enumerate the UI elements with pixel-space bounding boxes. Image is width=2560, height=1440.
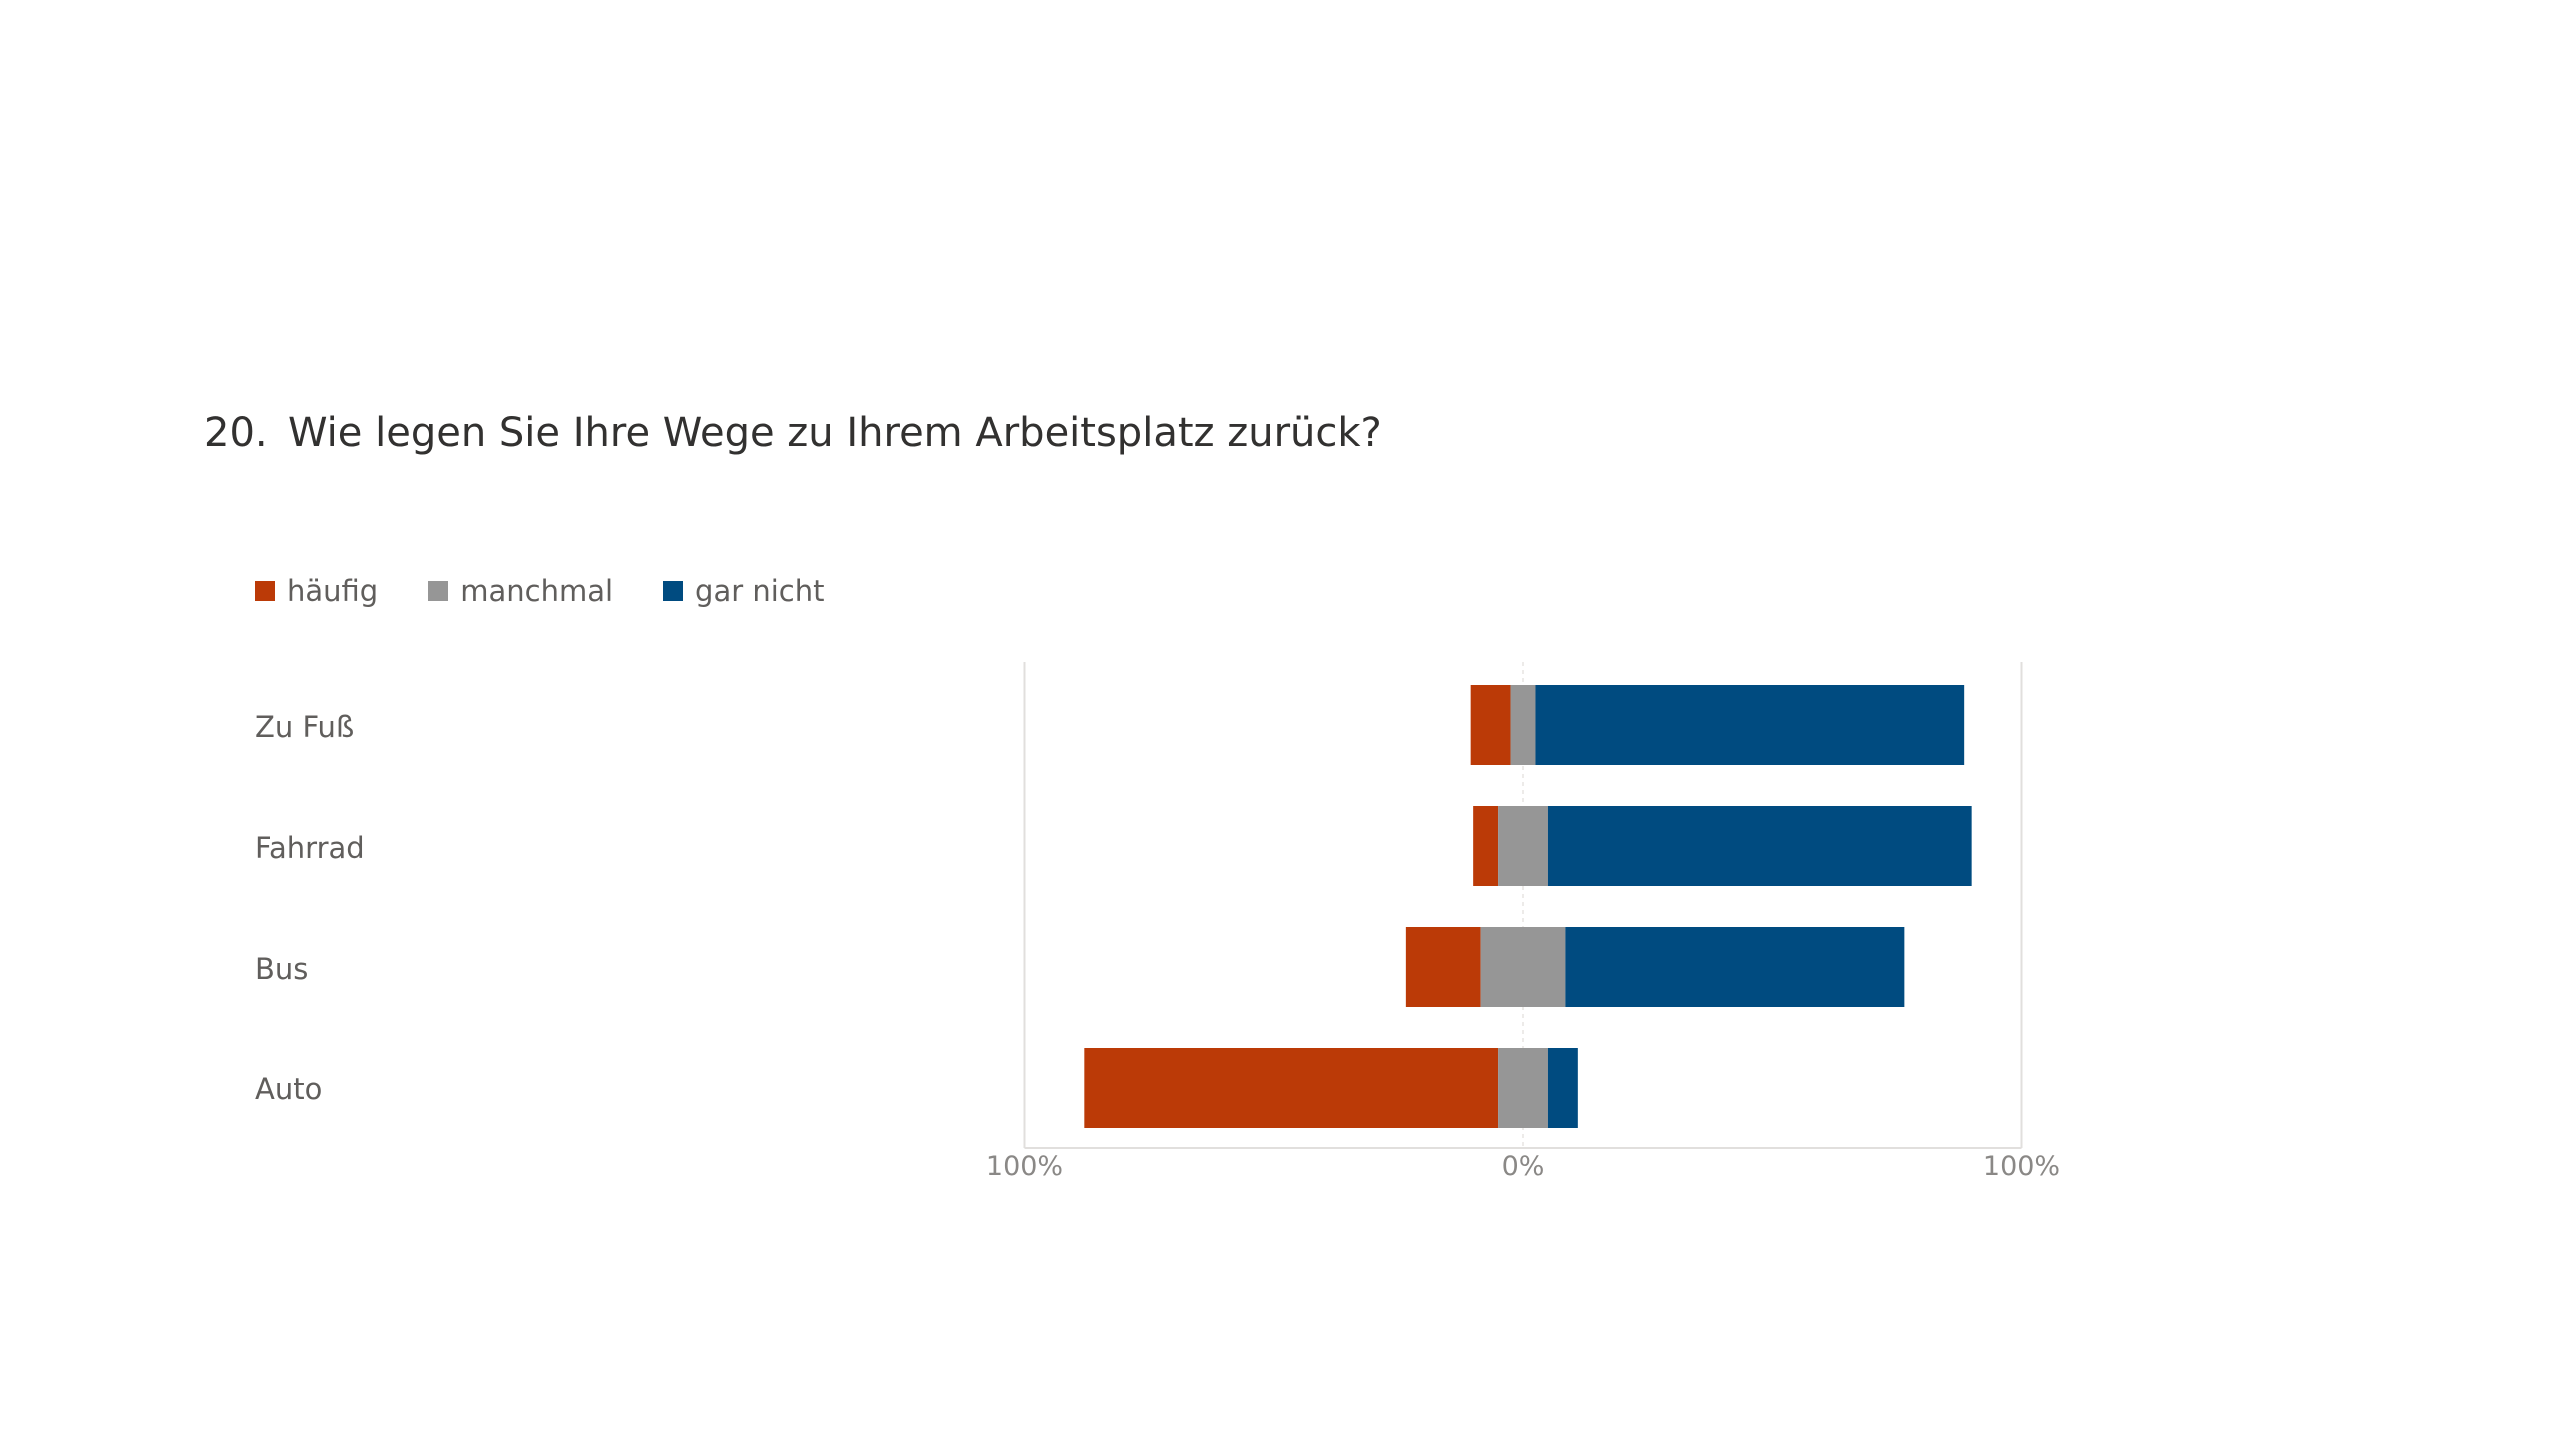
bar-zu-fuss-gar-nicht (1535, 685, 1965, 765)
category-label-auto: Auto (255, 1072, 323, 1106)
legend-item-gar-nicht: gar nicht (663, 574, 824, 608)
bar-fahrrad-gar-nicht (1547, 806, 1972, 886)
tick-label-right: 100% (1983, 1151, 2060, 1182)
chart-legend: häufig manchmal gar nicht (255, 574, 874, 608)
category-label-zu-fuss: Zu Fuß (255, 710, 355, 744)
category-label-fahrrad: Fahrrad (255, 831, 365, 865)
legend-item-haeufig: häufig (255, 574, 378, 608)
bar-auto-gar-nicht (1547, 1048, 1578, 1128)
bar-zu-fuss-haeufig (1470, 685, 1511, 765)
legend-label-gar-nicht: gar nicht (695, 574, 825, 608)
bar-bus-gar-nicht (1565, 927, 1905, 1007)
question-title: Wie legen Sie Ihre Wege zu Ihrem Arbeits… (288, 410, 1382, 456)
question-number: 20. (204, 410, 268, 456)
bar-bus-manchmal (1480, 927, 1566, 1007)
bar-zu-fuss-manchmal (1510, 685, 1536, 765)
bar-bus-haeufig (1405, 927, 1481, 1007)
category-label-bus: Bus (255, 952, 309, 986)
legend-swatch-manchmal (428, 581, 449, 601)
question-header: 20. Wie legen Sie Ihre Wege zu Ihrem Arb… (204, 410, 1382, 456)
bar-fahrrad-manchmal (1498, 806, 1548, 886)
tick-label-zero: 0% (1502, 1151, 1545, 1182)
bar-auto-manchmal (1498, 1048, 1548, 1128)
legend-swatch-gar-nicht (663, 581, 684, 601)
tick-label-left: 100% (986, 1151, 1063, 1182)
legend-label-haeufig: häufig (287, 574, 379, 608)
legend-label-manchmal: manchmal (460, 574, 614, 608)
bar-auto-haeufig (1084, 1048, 1499, 1128)
legend-swatch-haeufig (255, 581, 275, 601)
legend-item-manchmal: manchmal (428, 574, 613, 608)
bar-fahrrad-haeufig (1473, 806, 1499, 886)
